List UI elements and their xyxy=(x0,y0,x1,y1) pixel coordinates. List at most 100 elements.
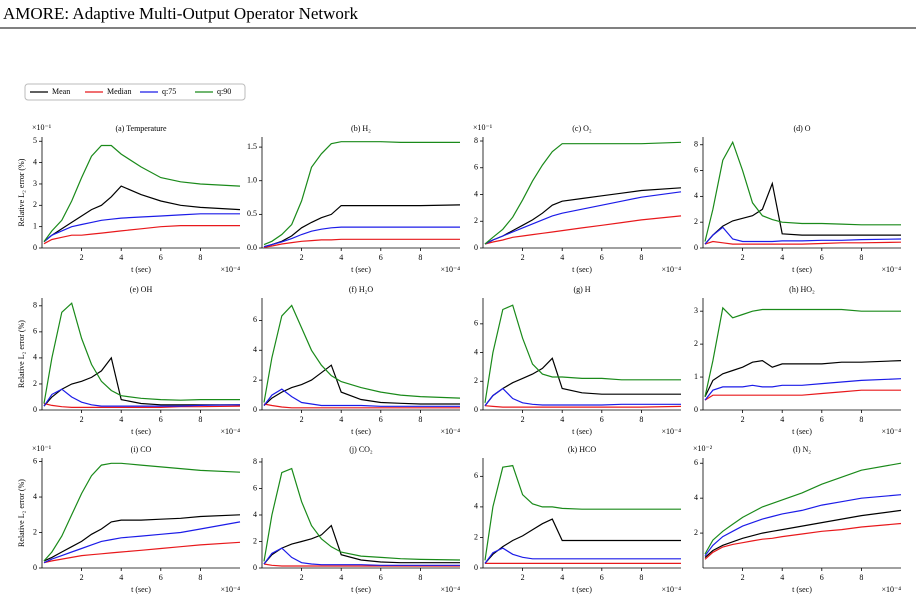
series-line xyxy=(43,225,240,245)
series-line xyxy=(484,387,681,407)
x-axis-label: t (sec) xyxy=(792,427,812,436)
y-axis-label: Relative L₂ error (%) xyxy=(17,479,26,547)
series-line xyxy=(484,191,682,245)
x-tick-label: 4 xyxy=(780,415,784,424)
series-line xyxy=(704,378,902,401)
series-line xyxy=(263,226,460,248)
y-tick-label: 2 xyxy=(474,376,478,385)
series-line xyxy=(43,213,240,243)
y-tick-label: 8 xyxy=(694,140,698,149)
series-line xyxy=(484,518,681,564)
x-tick-label: 6 xyxy=(159,415,163,424)
y-tick-label: 0.0 xyxy=(247,243,257,252)
y-tick-label: 3 xyxy=(694,306,698,315)
y-tick-label: 4 xyxy=(33,157,37,166)
y-offset-label: ×10⁻¹ xyxy=(473,123,493,132)
y-tick-label: 6 xyxy=(694,458,698,467)
x-tick-label: 8 xyxy=(639,573,643,582)
series-line xyxy=(484,357,681,407)
y-tick-label: 3 xyxy=(33,179,37,188)
y-tick-label: 2 xyxy=(694,528,698,537)
chart-title: (f) H₂O xyxy=(349,285,374,294)
series-line xyxy=(263,547,460,566)
series-line xyxy=(263,204,461,248)
x-tick-label: 4 xyxy=(560,415,564,424)
x-axis-label: t (sec) xyxy=(792,585,812,594)
y-tick-label: 0 xyxy=(33,405,37,414)
series-line xyxy=(43,514,241,562)
series-line xyxy=(263,141,460,246)
y-axis-label: Relative L₂ error (%) xyxy=(17,320,26,388)
y-tick-label: 0 xyxy=(253,405,257,414)
x-axis-label: t (sec) xyxy=(351,585,371,594)
x-tick-label: 8 xyxy=(418,253,422,262)
series-line xyxy=(263,467,461,562)
x-tick-label: 2 xyxy=(300,415,304,424)
x-tick-label: 6 xyxy=(600,253,604,262)
chart-title: (g) H xyxy=(573,285,590,294)
series-line xyxy=(263,304,461,403)
y-tick-label: 4 xyxy=(33,353,37,362)
series-line xyxy=(704,359,902,398)
x-tick-label: 6 xyxy=(379,573,383,582)
x-tick-label: 4 xyxy=(780,573,784,582)
x-tick-label: 6 xyxy=(600,415,604,424)
x-tick-label: 8 xyxy=(859,573,863,582)
series-line xyxy=(43,185,241,243)
y-tick-label: 1 xyxy=(694,372,698,381)
y-tick-label: 1.0 xyxy=(247,176,257,185)
legend-label: Mean xyxy=(52,87,70,96)
x-axis-label: t (sec) xyxy=(351,265,371,274)
x-axis-label: t (sec) xyxy=(351,427,371,436)
x-tick-label: 6 xyxy=(379,253,383,262)
y-tick-label: 6 xyxy=(33,327,37,336)
chart-title: (b) H₂ xyxy=(351,124,371,133)
x-tick-label: 2 xyxy=(741,415,745,424)
series-line xyxy=(43,521,241,564)
x-axis-label: t (sec) xyxy=(572,427,592,436)
series-line xyxy=(43,302,240,404)
series-line xyxy=(484,304,681,403)
series-line xyxy=(484,141,682,245)
x-tick-label: 4 xyxy=(119,415,123,424)
x-tick-label: 2 xyxy=(521,415,525,424)
series-line xyxy=(704,181,901,245)
series-line xyxy=(704,509,902,558)
x-tick-label: 8 xyxy=(639,253,643,262)
y-tick-label: 0 xyxy=(474,405,478,414)
y-tick-label: 0 xyxy=(474,563,478,572)
series-line xyxy=(704,240,902,245)
x-offset-label: ×10⁻⁴ xyxy=(440,585,460,594)
y-tick-label: 2 xyxy=(253,536,257,545)
chart-title: (l) N₂ xyxy=(793,445,811,454)
chart-title: (e) OH xyxy=(130,285,153,294)
x-tick-label: 2 xyxy=(741,573,745,582)
x-tick-label: 4 xyxy=(560,573,564,582)
y-tick-label: 0 xyxy=(33,243,37,252)
series-line xyxy=(263,388,460,407)
y-offset-label: ×10⁻¹ xyxy=(32,444,52,453)
x-axis-label: t (sec) xyxy=(131,427,151,436)
y-axis-label: Relative L₂ error (%) xyxy=(17,158,26,226)
series-line xyxy=(263,403,460,409)
y-tick-label: 2 xyxy=(33,200,37,209)
y-tick-label: 4 xyxy=(33,492,37,501)
x-tick-label: 4 xyxy=(119,573,123,582)
y-tick-label: 6 xyxy=(474,319,478,328)
series-line xyxy=(704,226,902,245)
y-tick-label: 6 xyxy=(253,483,257,492)
chart-title: (h) HO₂ xyxy=(789,285,815,294)
y-offset-label: ×10⁻¹ xyxy=(32,123,52,132)
x-tick-label: 2 xyxy=(80,415,84,424)
series-line xyxy=(43,388,241,407)
legend-box xyxy=(24,83,246,101)
series-line xyxy=(43,144,241,242)
page-header: AMORE: Adaptive Multi-Output Operator Ne… xyxy=(3,4,359,23)
y-tick-label: 2 xyxy=(694,339,698,348)
y-tick-label: 4 xyxy=(694,493,698,502)
x-axis-label: t (sec) xyxy=(131,585,151,594)
x-tick-label: 2 xyxy=(80,573,84,582)
y-tick-label: 0 xyxy=(694,243,698,252)
x-tick-label: 2 xyxy=(741,253,745,262)
